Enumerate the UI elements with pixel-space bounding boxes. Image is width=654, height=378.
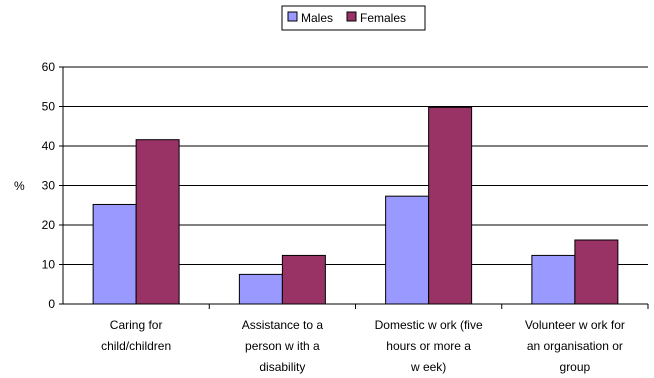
x-tick-labels: Caring for child/children Assistance to a p… <box>101 318 625 374</box>
legend-swatch-males <box>287 11 298 22</box>
x-tick-label: Assistance to a <box>242 318 324 332</box>
bar-females <box>135 139 180 305</box>
y-tick-label: 60 <box>42 60 56 74</box>
x-tick-label: w eek) <box>410 360 446 374</box>
y-axis-label: % <box>14 179 25 193</box>
x-tick-label: disability <box>259 360 305 374</box>
y-tick-label: 0 <box>48 297 55 311</box>
bars <box>92 106 619 305</box>
y-tick-label: 10 <box>42 258 56 272</box>
x-tick-label: an organisation or <box>527 339 623 353</box>
bar-males <box>92 203 137 305</box>
bar-males <box>531 254 576 305</box>
y-tick-label: 20 <box>42 218 56 232</box>
bar-females <box>428 106 473 305</box>
y-tick-label: 30 <box>42 179 56 193</box>
x-tick-label: Caring for <box>110 318 163 332</box>
legend-label-males: Males <box>301 11 333 25</box>
bar-females <box>574 239 619 305</box>
legend: Males Females <box>281 5 426 31</box>
bar-males <box>385 195 430 305</box>
x-tick-label: group <box>560 360 591 374</box>
bar-males <box>238 273 283 305</box>
x-tick-label: hours or more a <box>386 339 471 353</box>
y-tick-label: 40 <box>42 139 56 153</box>
axes <box>62 67 649 309</box>
bar-females <box>281 254 326 305</box>
x-tick-label: Domestic w ork (five <box>375 318 483 332</box>
x-tick-label: child/children <box>101 339 171 353</box>
x-tick-label: Volunteer w ork for <box>525 318 625 332</box>
y-tick-labels: 0 10 20 30 40 50 60 <box>42 60 63 311</box>
legend-swatch-females <box>346 11 357 22</box>
y-tick-label: 50 <box>42 100 56 114</box>
legend-label-females: Females <box>360 11 406 25</box>
x-tick-label: person w ith a <box>245 339 320 353</box>
